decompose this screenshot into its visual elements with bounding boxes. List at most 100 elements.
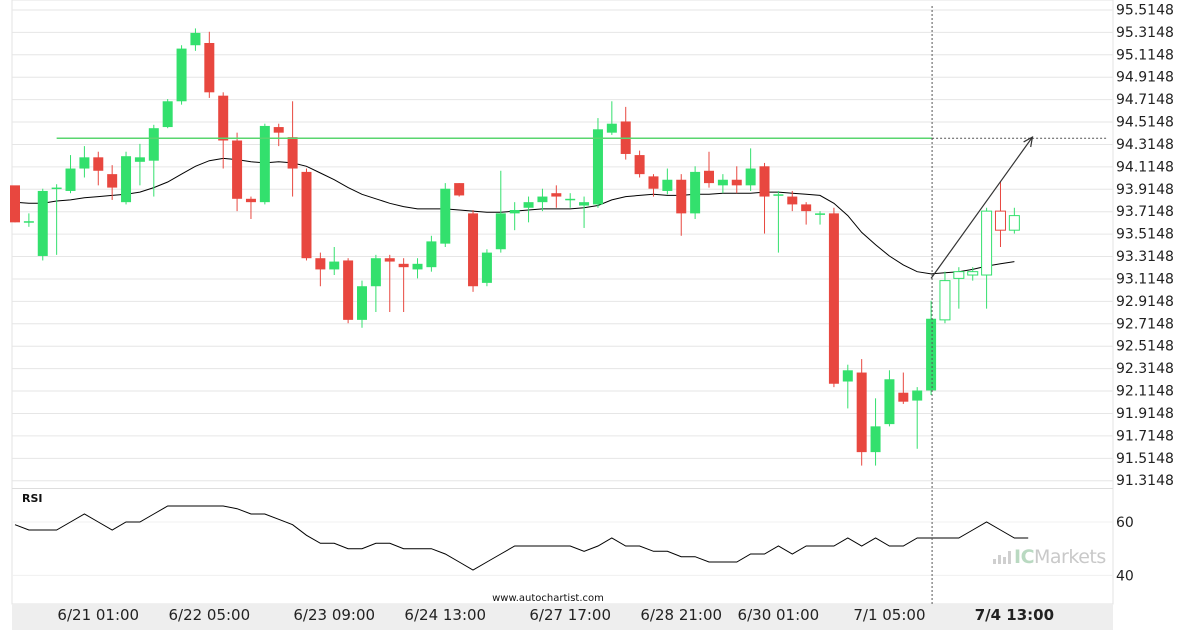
candle-body — [967, 271, 979, 276]
candle-body — [606, 123, 617, 133]
candle-body — [537, 196, 548, 203]
candle-body — [454, 183, 465, 196]
time-tick-label: 6/21 01:00 — [57, 606, 139, 624]
candle-body — [23, 221, 34, 223]
candle-body — [426, 241, 437, 268]
candle — [606, 101, 617, 135]
candle-body — [870, 426, 881, 453]
candle — [245, 196, 256, 219]
candle-body — [134, 157, 145, 162]
candle — [801, 202, 812, 225]
candle-body — [121, 156, 132, 203]
candle-body — [801, 204, 812, 212]
pattern-overlay — [56, 6, 1108, 604]
candle-body — [1008, 215, 1020, 231]
candle — [426, 235, 437, 272]
candle-body — [551, 193, 562, 197]
candle-body — [329, 261, 340, 270]
price-tick-label: 91.7148 — [1116, 428, 1174, 444]
candle — [440, 183, 451, 247]
candle — [315, 252, 326, 287]
candle — [134, 143, 145, 186]
price-tick-label: 94.1148 — [1116, 159, 1174, 175]
candle — [676, 174, 687, 236]
candle-body — [37, 190, 48, 256]
candle-body — [731, 179, 742, 186]
candle-body — [384, 258, 395, 262]
candle — [898, 372, 909, 404]
candle — [1008, 207, 1020, 234]
candle-body — [592, 129, 603, 205]
candle-body — [926, 318, 937, 391]
candle-body — [634, 155, 645, 175]
candle — [717, 174, 728, 194]
candle-body — [190, 32, 201, 46]
candle — [232, 132, 243, 212]
candle — [731, 166, 742, 194]
candle — [592, 118, 603, 208]
time-tick-label: 6/30 01:00 — [738, 606, 820, 624]
candle-body — [787, 196, 798, 205]
candle-body — [148, 128, 159, 161]
candle — [384, 254, 395, 313]
candle-body — [939, 280, 951, 321]
candle — [121, 151, 132, 205]
icmarkets-watermark: IC Markets — [993, 546, 1106, 568]
candle — [926, 300, 937, 395]
candle — [884, 370, 895, 427]
candle-body — [218, 95, 229, 141]
candle — [495, 170, 506, 253]
candle-body — [10, 185, 20, 223]
candle — [953, 267, 965, 309]
price-tick-label: 92.5148 — [1116, 339, 1174, 355]
candle — [162, 99, 173, 129]
candle — [537, 188, 548, 212]
price-tick-label: 94.3148 — [1116, 137, 1174, 153]
candle — [634, 150, 645, 178]
candle-body — [676, 179, 687, 214]
candle-body — [579, 202, 590, 206]
candle-body — [481, 252, 492, 283]
candle — [468, 210, 479, 292]
candle-body — [287, 137, 298, 169]
candle — [412, 258, 423, 279]
candle-body — [815, 213, 826, 215]
candle-body — [912, 390, 923, 401]
candle-body — [759, 166, 770, 197]
rsi-tick-label: 60 — [1116, 515, 1134, 531]
candle-body — [343, 260, 354, 320]
candle — [287, 101, 298, 197]
candle — [912, 387, 923, 449]
candle — [37, 188, 48, 261]
candle — [218, 92, 229, 169]
candle — [690, 166, 701, 219]
candle-body — [704, 170, 714, 184]
candle — [551, 185, 562, 208]
price-tick-label: 92.7148 — [1116, 316, 1174, 332]
candle-body — [981, 210, 993, 276]
candle-body — [412, 263, 423, 270]
candle-body — [440, 188, 451, 244]
candle — [523, 196, 534, 223]
candle-body — [232, 140, 243, 199]
candle — [773, 190, 784, 253]
candle-body — [884, 379, 895, 425]
candle-body — [828, 213, 839, 384]
candle-body — [162, 101, 173, 128]
candles-layer — [10, 28, 1020, 466]
candle-body — [690, 171, 701, 214]
candle — [329, 247, 340, 276]
candle — [745, 148, 756, 191]
candle-body — [301, 171, 312, 259]
time-tick-label: 7/4 13:00 — [975, 606, 1054, 624]
price-tick-label: 93.1148 — [1116, 271, 1174, 287]
price-tick-label: 95.1148 — [1116, 47, 1174, 63]
candle — [65, 155, 76, 194]
candle — [579, 196, 590, 228]
price-tick-label: 94.5148 — [1116, 115, 1174, 131]
candle-body — [315, 258, 326, 270]
rsi-label: RSI — [22, 492, 43, 505]
projection-arrow — [930, 136, 1033, 279]
candle — [93, 151, 104, 186]
